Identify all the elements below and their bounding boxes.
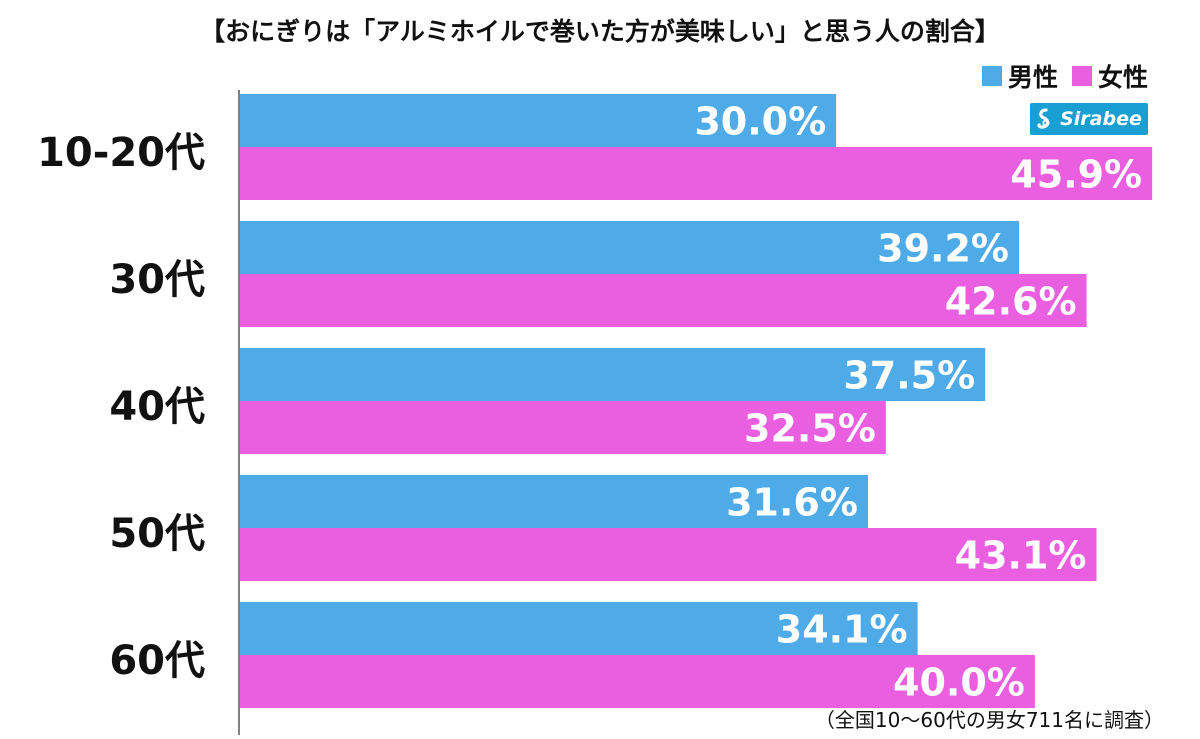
bar-female (240, 528, 1097, 581)
data-label: 45.9% (1010, 153, 1142, 197)
legend-swatch-male (981, 66, 1002, 86)
category-label: 60代 (109, 638, 205, 684)
legend-label-female: 女性 (1097, 63, 1148, 92)
data-label: 40.0% (893, 661, 1025, 705)
data-label: 39.2% (877, 227, 1009, 271)
bar-female (240, 274, 1087, 327)
logo-text: Sirabee (1060, 108, 1142, 130)
legend: 男性 女性 (981, 58, 1148, 94)
data-label: 37.5% (843, 354, 975, 398)
sirabee-logo: Sirabee (1030, 103, 1148, 135)
category-label: 30代 (109, 257, 205, 303)
category-label: 40代 (109, 384, 205, 430)
bar-female (240, 655, 1035, 708)
data-label: 42.6% (945, 280, 1077, 324)
data-label: 32.5% (744, 407, 876, 451)
legend-item-male: 男性 (981, 58, 1058, 94)
bar-female (240, 401, 886, 454)
data-label: 30.0% (694, 100, 826, 144)
legend-item-female: 女性 (1071, 58, 1148, 94)
bar-male (240, 348, 986, 401)
category-label: 10-20代 (37, 130, 205, 176)
footnote: （全国10〜60代の男女711名に調査） (814, 708, 1164, 732)
sirabee-mark-icon (1037, 108, 1050, 129)
bar-female (240, 147, 1153, 200)
legend-swatch-female (1071, 66, 1092, 86)
data-label: 43.1% (955, 534, 1087, 578)
data-label: 31.6% (726, 481, 858, 525)
legend-label-male: 男性 (1007, 63, 1058, 92)
bar-male (240, 94, 837, 147)
bar-male (240, 475, 868, 528)
data-label: 34.1% (776, 608, 908, 652)
category-label: 50代 (109, 511, 205, 557)
bar-male (240, 221, 1019, 274)
bar-male (240, 602, 918, 655)
chart-title: 【おにぎりは「アルミホイルで巻いた方が美味しい」と思う人の割合】 (200, 17, 1000, 46)
